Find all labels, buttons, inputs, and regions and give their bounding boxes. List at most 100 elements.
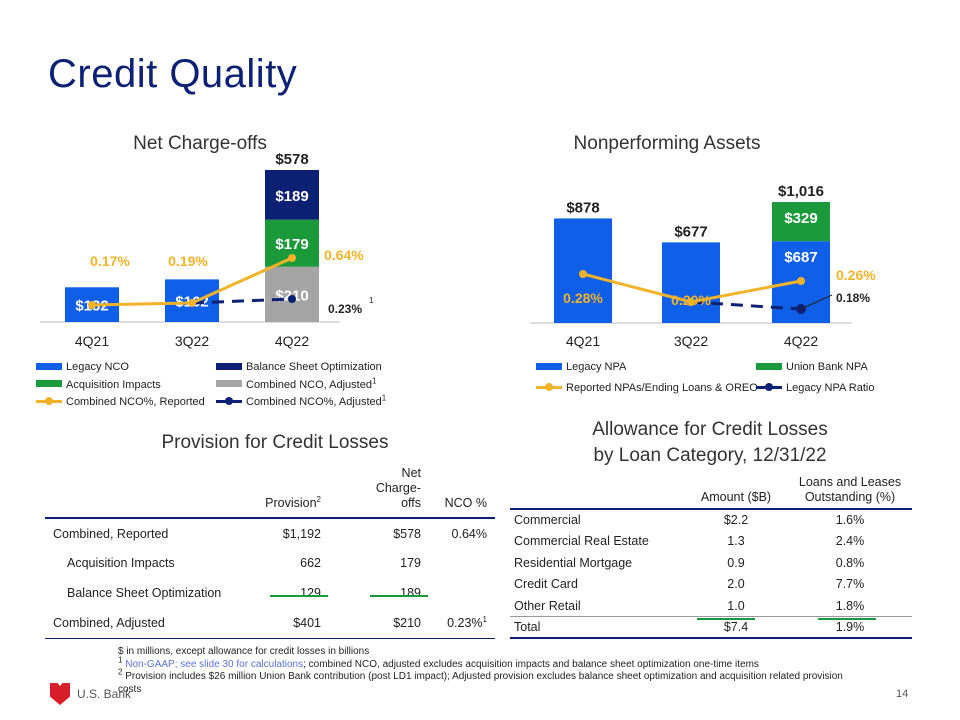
footnote-units: $ in millions, except allowance for cred… — [118, 646, 370, 657]
provision-cell-nco — [429, 578, 495, 608]
usbank-logo: U.S. Bank — [50, 683, 131, 705]
allowance-row-label: Other Retail — [514, 598, 581, 613]
footnotes: $ in millions, except allowance for cred… — [118, 646, 858, 696]
provision-row-balance-sheet-optimization: Balance Sheet Optimization 129 189 — [45, 578, 495, 608]
nco-label-reported-4q22: 0.64% — [324, 247, 364, 263]
nco-point-reported-3q22 — [188, 299, 196, 307]
provision-cell-nco: 0.23%1 — [447, 614, 487, 630]
logo-text: U.S. Bank — [77, 687, 132, 701]
allowance-cell-outstanding: 1.6% — [835, 513, 865, 528]
provision-cell-provision: 129 — [300, 586, 321, 600]
npa-bar-union-bank-npa-4q22 — [772, 202, 830, 242]
allowance-cell-outstanding: 0.8% — [835, 555, 865, 570]
allowance-row-label: Commercial Real Estate — [514, 534, 649, 549]
npa-legend-label: Legacy NPA Ratio — [786, 382, 875, 394]
provision-cell-nco: 0.64% — [451, 526, 487, 541]
shield-icon — [50, 683, 70, 705]
footnote-1: 1 Non-GAAP; see slide 30 for calculation… — [118, 655, 759, 670]
allowance-cell-amount: $2.2 — [723, 513, 749, 528]
allowance-row-label: Total — [514, 620, 541, 634]
npa-tick-4q21: 4Q21 — [566, 333, 600, 349]
allowance-header-blank — [510, 451, 674, 509]
npa-label-reported-4q22: 0.26% — [836, 267, 876, 283]
npa-point-reported-4q22 — [797, 277, 805, 285]
nco-label-adjusted-4q22: 0.23% — [328, 302, 362, 316]
allowance-cell-outstanding: 7.7% — [835, 577, 865, 592]
npa-total-label-3q22: $677 — [674, 223, 707, 240]
nco-tick-3q22: 3Q22 — [175, 333, 209, 349]
nco-legend-legacy-nco: Legacy NCO — [36, 359, 129, 375]
nco-legend-swatch-combined-nco-adjusted — [216, 380, 242, 388]
page-number: 14 — [896, 688, 909, 700]
nco-legend-combined-nco-reported: Combined NCO%, Reported — [36, 394, 205, 410]
nco-tick-4q21: 4Q21 — [75, 333, 109, 349]
allowance-cell-outstanding: 1.8% — [835, 598, 865, 613]
npa-callout-legacy-ratio — [800, 294, 833, 310]
provision-cell-provision: $401 — [293, 615, 321, 630]
allowance-header-amount: Amount ($B) — [700, 490, 772, 504]
nco-subtotal-underline — [370, 595, 428, 597]
nco-legend-label: Combined NCO%, Adjusted — [246, 396, 382, 408]
allowance-title: Allowance for Credit Losses by Loan Cate… — [540, 417, 880, 469]
provision-cell-nco — [429, 548, 495, 578]
nco-legend-balance-sheet-optimization: Balance Sheet Optimization — [216, 359, 382, 375]
provision-cell-net-charge-offs: 179 — [400, 556, 421, 570]
npa-legend-swatch-legacy-npa-ratio — [756, 382, 782, 392]
provision-header-nco: Net Charge-offs — [375, 466, 421, 510]
npa-label-reported-4q21: 0.28% — [563, 290, 603, 306]
provision-cell-provision: 662 — [300, 556, 321, 570]
nco-bar-label-acquisition-impacts-4q22: $179 — [275, 236, 308, 253]
nco-legend-label: Legacy NCO — [66, 361, 129, 373]
npa-tick-4q22: 4Q22 — [784, 333, 818, 349]
provision-row-label: Combined, Reported — [53, 526, 169, 541]
allowance-cell-amount: 2.0 — [727, 577, 745, 592]
nco-total-label-4q22: $578 — [275, 151, 308, 168]
amount-subtotal-underline — [697, 618, 755, 620]
allowance-row-residential-mortgage: Residential Mortgage 0.9 0.8% — [510, 552, 912, 574]
npa-line-legacy-ratio — [690, 300, 802, 311]
nco-point-reported-4q21 — [88, 301, 96, 309]
allowance-title-line-1: Allowance for Credit Losses — [592, 419, 828, 440]
npa-point-reported-3q22 — [687, 298, 695, 306]
nco-legend-swatch-legacy-nco — [36, 362, 62, 370]
provision-cell-provision: $1,192 — [282, 526, 321, 541]
allowance-row-commercial: Commercial $2.2 1.6% — [510, 509, 912, 531]
provision-cell-net-charge-offs: $578 — [393, 526, 421, 541]
provision-row-combined-adjusted: Combined, Adjusted $401 $210 0.23%1 — [45, 608, 495, 638]
provision-cell-net-charge-offs: $210 — [393, 615, 421, 630]
allowance-cell-amount: 0.9 — [727, 555, 745, 570]
npa-label-reported-3q22: 0.20% — [671, 292, 711, 308]
allowance-row-label: Commercial — [514, 513, 581, 528]
nco-point-reported-4q22 — [288, 254, 296, 262]
nco-point-adjusted-4q22 — [288, 295, 296, 303]
npa-total-label-4q21: $878 — [566, 199, 599, 216]
nco-tick-4q22: 4Q22 — [275, 333, 309, 349]
nco-legend-label: Balance Sheet Optimization — [246, 361, 382, 373]
provision-header-row: Provision2 Net Charge-offs NCO % — [45, 466, 495, 518]
nco-chart: $1324Q21$1623Q22$210$179$189$5784Q220.23… — [40, 151, 374, 349]
nco-legend-combined-nco-adjusted: Combined NCO, Adjusted1 — [216, 376, 376, 393]
nco-bar-combined-nco-adjusted-4q22 — [265, 266, 319, 322]
npa-bar-legacy-npa-3q22 — [662, 242, 720, 323]
nco-label-reported-3q22: 0.19% — [168, 253, 208, 269]
npa-legend-label: Reported NPAs/Ending Loans & OREO — [566, 382, 758, 394]
nco-legend: Legacy NCO Balance Sheet Optimization Acqu… — [36, 359, 436, 413]
nco-bar-label-balance-sheet-optimization-4q22: $189 — [275, 188, 308, 205]
page-title: Credit Quality — [48, 52, 298, 96]
npa-legend-union-bank-npa: Union Bank NPA — [756, 359, 868, 375]
provision-row-label: Combined, Adjusted — [53, 615, 165, 630]
provision-row-combined-reported: Combined, Reported $1,192 $578 0.64% — [45, 518, 495, 548]
allowance-row-total: Total $7.4 1.9% — [510, 616, 912, 638]
provision-subtotal-underline — [270, 595, 328, 597]
npa-legend-swatch-reported-npas-ending-loans-oreo — [536, 382, 562, 392]
provision-row-acquisition-impacts: Acquisition Impacts 662 179 — [45, 548, 495, 578]
footnote-1-link[interactable]: Non-GAAP; see slide 30 for calculations — [125, 658, 304, 670]
nco-legend-swatch-acquisition-impacts — [36, 380, 62, 388]
allowance-title-line-2: by Loan Category, 12/31/22 — [593, 445, 827, 466]
allowance-table: Amount ($B) Loans and Leases Outstanding… — [510, 451, 912, 639]
npa-chart-title: Nonperforming Assets — [573, 133, 761, 154]
provision-header-provision: Provision2 — [265, 494, 321, 510]
allowance-row-label: Credit Card — [514, 577, 578, 592]
footnote-2: 2 Provision includes $26 million Union B… — [118, 667, 843, 695]
nco-legend-acquisition-impacts: Acquisition Impacts — [36, 377, 161, 393]
